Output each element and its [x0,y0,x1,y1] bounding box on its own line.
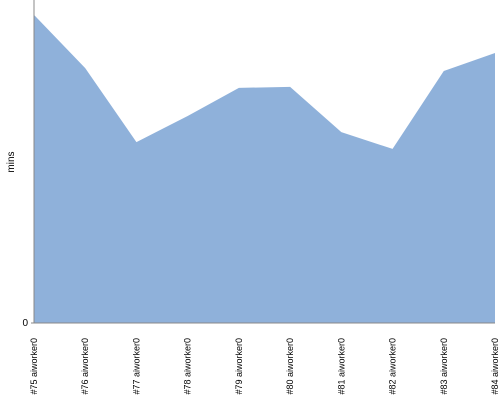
area [34,14,495,323]
x-tick-label: #77 aiworker0 [131,338,141,395]
x-tick-label: #83 aiworker0 [439,338,449,395]
x-tick-label: #80 aiworker0 [285,338,295,395]
x-tick-label: #81 aiworker0 [336,338,346,395]
x-tick-label: #82 aiworker0 [388,338,398,395]
x-tick-label: #84 aiworker0 [490,338,500,395]
x-tick-label: #78 aiworker0 [183,338,193,395]
y-axis-label: mins [6,151,17,172]
x-tick-label: #76 aiworker0 [80,338,90,395]
y-tick-label: 0 [22,318,28,329]
x-tick-label: #75 aiworker0 [29,338,39,395]
x-tick-label: #79 aiworker0 [234,338,244,395]
